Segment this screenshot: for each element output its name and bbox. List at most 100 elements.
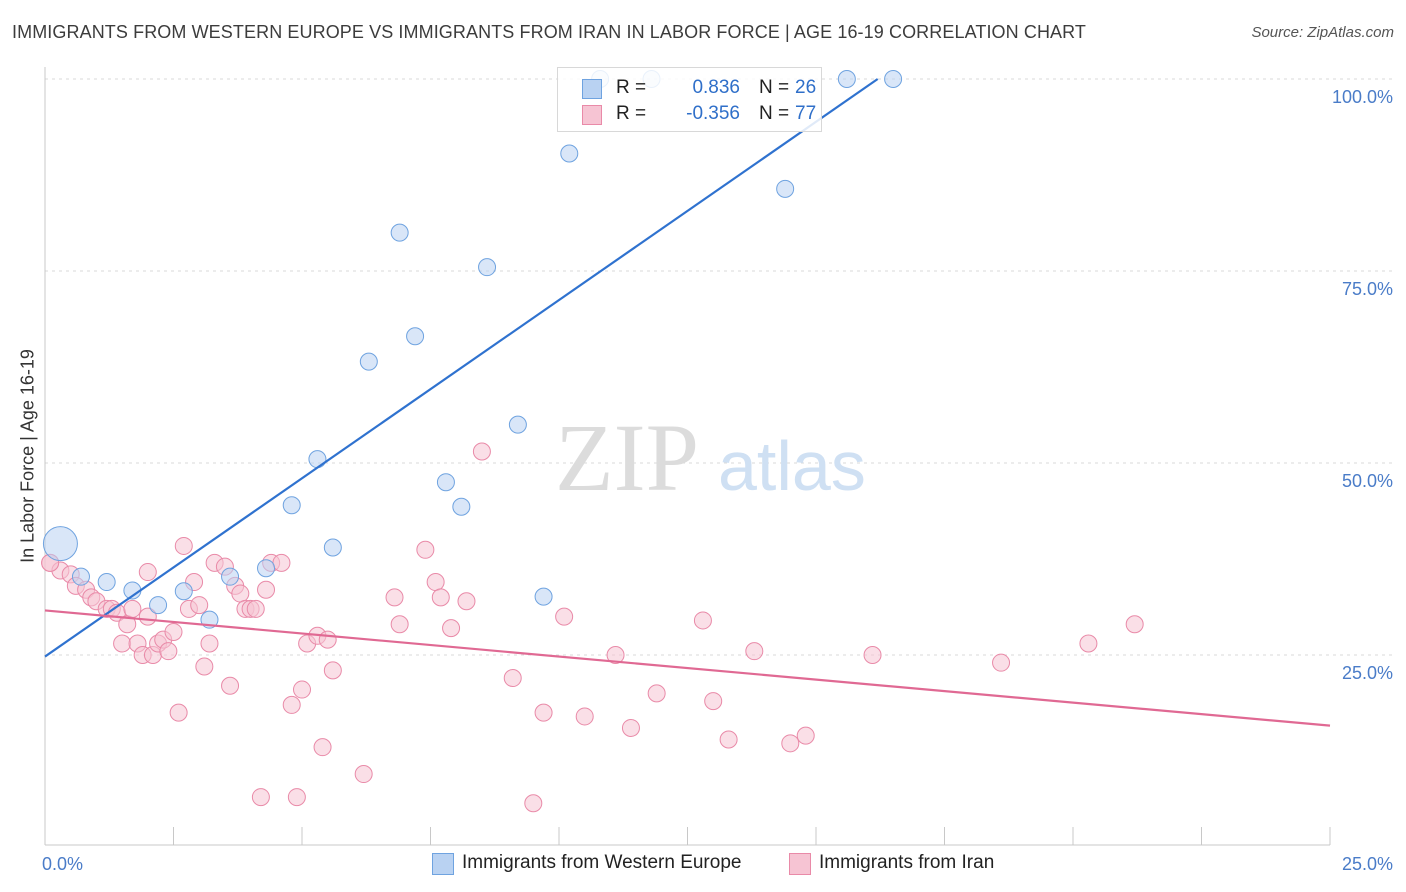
- legend-n-label: N =: [759, 103, 790, 124]
- legend-r-value: -0.356: [686, 103, 740, 124]
- point-western-europe: [359, 352, 378, 371]
- bottom-legend-label: Immigrants from Iran: [819, 852, 995, 873]
- point-iran: [195, 657, 214, 676]
- point-iran: [992, 653, 1011, 672]
- legend-r-label: R =: [616, 103, 647, 124]
- point-iran: [200, 634, 219, 653]
- trend-line-western-europe: [44, 78, 879, 658]
- legend-n-label: N =: [759, 77, 790, 98]
- tick-labels: 25.0% 50.0% 75.0% 100.0% 0.0% 25.0%: [42, 87, 1393, 874]
- point-iran: [385, 588, 404, 607]
- y-axis-label: In Labor Force | Age 16-19: [17, 349, 38, 563]
- point-western-europe: [508, 415, 527, 434]
- point-iran: [231, 584, 250, 603]
- point-iran: [123, 599, 142, 618]
- bottom-legend-swatch-iran: [789, 853, 811, 875]
- watermark-atlas: atlas: [718, 427, 866, 505]
- point-iran: [257, 580, 276, 599]
- point-iran: [174, 536, 193, 555]
- point-iran: [293, 680, 311, 699]
- point-western-europe: [42, 526, 78, 562]
- point-western-europe: [390, 223, 409, 242]
- point-western-europe: [478, 258, 497, 277]
- watermark-zip: ZIP: [555, 404, 699, 511]
- point-iran: [272, 553, 291, 572]
- point-western-europe: [257, 559, 276, 578]
- y-tick-label: 25.0%: [1342, 663, 1393, 683]
- bottom-legend-label: Immigrants from Western Europe: [462, 852, 742, 873]
- point-iran: [138, 563, 157, 582]
- point-iran: [534, 703, 553, 722]
- point-iran: [863, 646, 882, 664]
- point-western-europe: [97, 573, 116, 592]
- point-iran: [745, 642, 764, 661]
- point-western-europe: [323, 538, 342, 557]
- point-iran: [704, 692, 723, 711]
- point-western-europe: [282, 496, 301, 515]
- point-iran: [606, 646, 625, 664]
- point-western-europe: [71, 567, 90, 586]
- point-iran: [575, 707, 594, 726]
- point-iran: [555, 607, 574, 626]
- point-iran: [781, 734, 800, 753]
- point-iran: [159, 642, 178, 661]
- point-iran: [621, 718, 640, 737]
- x-tick-label: 25.0%: [1342, 854, 1393, 874]
- point-iran: [457, 592, 476, 611]
- point-iran: [426, 573, 445, 592]
- point-iran: [323, 661, 342, 680]
- point-western-europe: [149, 596, 168, 615]
- series-western-europe: [42, 70, 903, 629]
- point-iran: [164, 622, 183, 641]
- chart-title: IMMIGRANTS FROM WESTERN EUROPE VS IMMIGR…: [12, 22, 1087, 42]
- chart-source: Source: ZipAtlas.com: [1251, 24, 1394, 41]
- point-iran: [390, 615, 409, 634]
- legend-r-label: R =: [616, 77, 647, 98]
- point-western-europe: [837, 70, 856, 88]
- correlation-legend: R = 0.836 N = 26 R = -0.356 N = 77: [557, 67, 822, 132]
- point-iran: [318, 630, 337, 649]
- bottom-legend-swatch-western-europe: [432, 853, 454, 875]
- point-western-europe: [534, 587, 553, 606]
- trend-line-iran: [44, 609, 1331, 727]
- axes: [44, 67, 1331, 846]
- legend-n-value: 77: [795, 103, 817, 124]
- legend-n-value: 26: [795, 77, 817, 98]
- point-iran: [190, 596, 209, 615]
- point-iran: [647, 684, 666, 703]
- point-iran: [503, 669, 522, 688]
- point-iran: [169, 703, 188, 722]
- point-western-europe: [221, 567, 240, 586]
- point-iran: [251, 788, 270, 807]
- point-iran: [1079, 634, 1098, 653]
- point-iran: [416, 540, 435, 559]
- gridlines: [45, 78, 1393, 656]
- point-iran: [246, 599, 265, 618]
- legend-swatch-western-europe: [582, 79, 602, 99]
- y-tick-label: 50.0%: [1342, 471, 1393, 491]
- point-iran: [719, 730, 738, 749]
- watermark: ZIP atlas: [555, 404, 866, 511]
- point-iran: [113, 634, 132, 653]
- point-western-europe: [174, 582, 193, 601]
- point-iran: [282, 695, 301, 714]
- legend-r-value: 0.836: [692, 77, 740, 98]
- point-iran: [524, 794, 543, 813]
- point-western-europe: [884, 70, 903, 88]
- point-iran: [1125, 615, 1144, 634]
- trend-lines: [44, 78, 1331, 727]
- point-iran: [442, 619, 461, 638]
- y-tick-label: 100.0%: [1332, 87, 1393, 107]
- point-iran: [313, 738, 332, 757]
- point-western-europe: [436, 473, 455, 492]
- point-western-europe: [452, 497, 471, 516]
- y-tick-label: 75.0%: [1342, 279, 1393, 299]
- point-iran: [287, 788, 306, 807]
- point-iran: [431, 588, 450, 607]
- point-iran: [693, 611, 712, 630]
- point-western-europe: [406, 327, 425, 346]
- point-iran: [796, 726, 815, 745]
- x-tick-label: 0.0%: [42, 854, 83, 874]
- point-iran: [354, 765, 373, 784]
